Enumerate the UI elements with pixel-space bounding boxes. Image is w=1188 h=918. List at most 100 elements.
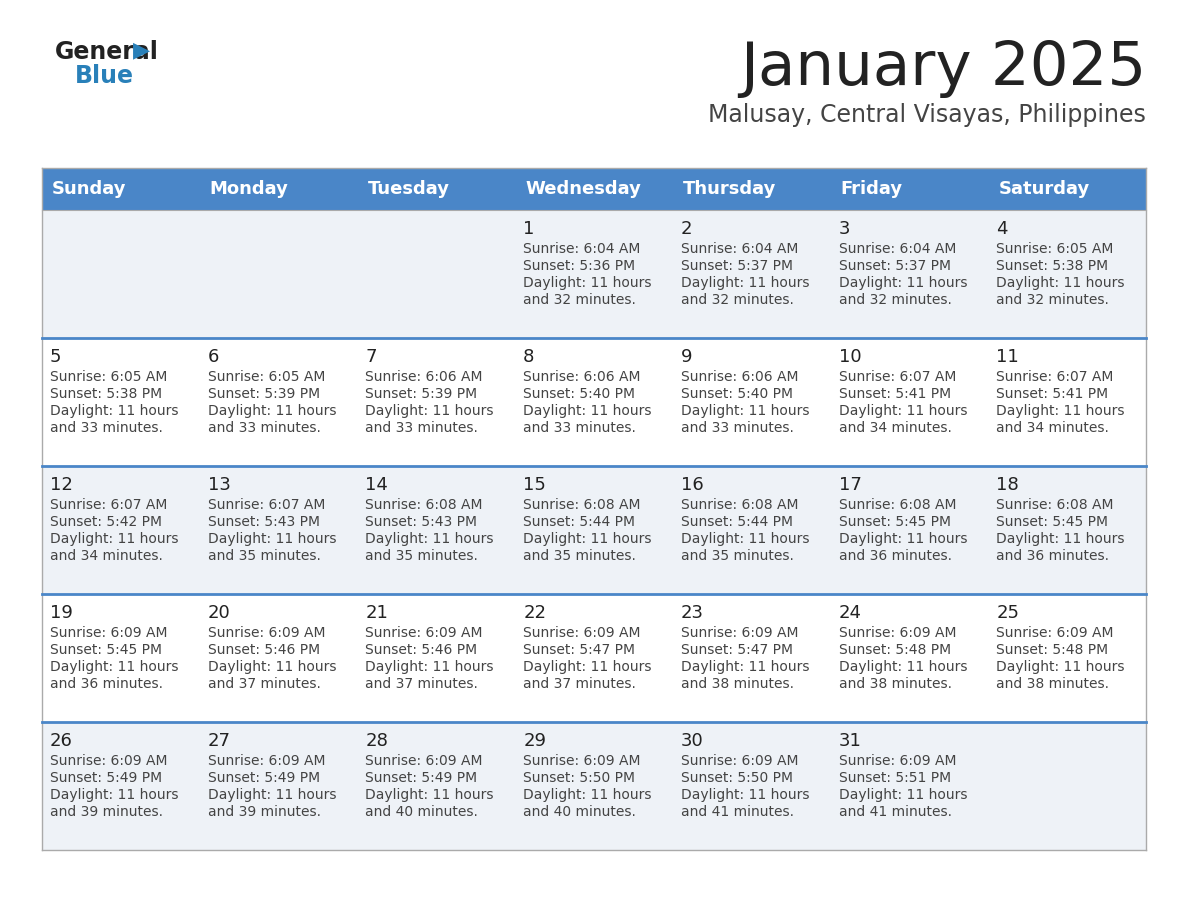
- Bar: [988, 210, 1146, 338]
- Text: Daylight: 11 hours: Daylight: 11 hours: [208, 532, 336, 546]
- Bar: [672, 466, 830, 594]
- Text: Sunset: 5:45 PM: Sunset: 5:45 PM: [50, 643, 162, 657]
- Text: Sunrise: 6:08 AM: Sunrise: 6:08 AM: [997, 498, 1114, 512]
- Text: Sunrise: 6:06 AM: Sunrise: 6:06 AM: [366, 370, 484, 384]
- Text: Sunset: 5:46 PM: Sunset: 5:46 PM: [208, 643, 320, 657]
- Text: Sunrise: 6:08 AM: Sunrise: 6:08 AM: [839, 498, 956, 512]
- Text: 8: 8: [523, 348, 535, 366]
- Text: and 37 minutes.: and 37 minutes.: [208, 677, 321, 691]
- Text: 9: 9: [681, 348, 693, 366]
- Text: and 33 minutes.: and 33 minutes.: [681, 421, 794, 435]
- Text: Sunrise: 6:09 AM: Sunrise: 6:09 AM: [681, 754, 798, 768]
- Bar: [672, 338, 830, 466]
- Text: Sunset: 5:37 PM: Sunset: 5:37 PM: [681, 259, 792, 273]
- Text: Daylight: 11 hours: Daylight: 11 hours: [681, 404, 809, 418]
- Text: Sunrise: 6:05 AM: Sunrise: 6:05 AM: [208, 370, 326, 384]
- Bar: [516, 210, 672, 338]
- Text: and 39 minutes.: and 39 minutes.: [208, 805, 321, 819]
- Bar: [516, 466, 672, 594]
- Bar: [200, 338, 358, 466]
- Text: Malusay, Central Visayas, Philippines: Malusay, Central Visayas, Philippines: [708, 103, 1146, 127]
- Text: 4: 4: [997, 220, 1007, 238]
- Bar: [200, 210, 358, 338]
- Text: Sunset: 5:46 PM: Sunset: 5:46 PM: [366, 643, 478, 657]
- Text: 28: 28: [366, 732, 388, 750]
- Bar: [42, 594, 200, 722]
- Text: and 38 minutes.: and 38 minutes.: [997, 677, 1110, 691]
- Text: Daylight: 11 hours: Daylight: 11 hours: [681, 276, 809, 290]
- Bar: [516, 594, 672, 722]
- Text: and 33 minutes.: and 33 minutes.: [523, 421, 636, 435]
- Bar: [830, 168, 988, 210]
- Text: Sunset: 5:44 PM: Sunset: 5:44 PM: [523, 515, 636, 529]
- Text: Daylight: 11 hours: Daylight: 11 hours: [839, 404, 967, 418]
- Text: Sunrise: 6:09 AM: Sunrise: 6:09 AM: [50, 754, 168, 768]
- Text: 11: 11: [997, 348, 1019, 366]
- Bar: [200, 168, 358, 210]
- Text: and 36 minutes.: and 36 minutes.: [839, 549, 952, 563]
- Text: Wednesday: Wednesday: [525, 180, 642, 198]
- Text: Sunset: 5:40 PM: Sunset: 5:40 PM: [681, 387, 792, 401]
- Text: Sunrise: 6:05 AM: Sunrise: 6:05 AM: [997, 242, 1113, 256]
- Text: Daylight: 11 hours: Daylight: 11 hours: [839, 788, 967, 802]
- Text: and 40 minutes.: and 40 minutes.: [366, 805, 479, 819]
- Text: ▶: ▶: [133, 40, 150, 60]
- Text: Sunrise: 6:07 AM: Sunrise: 6:07 AM: [997, 370, 1113, 384]
- Text: Daylight: 11 hours: Daylight: 11 hours: [839, 276, 967, 290]
- Bar: [830, 722, 988, 850]
- Text: 10: 10: [839, 348, 861, 366]
- Text: Daylight: 11 hours: Daylight: 11 hours: [839, 532, 967, 546]
- Text: Sunrise: 6:09 AM: Sunrise: 6:09 AM: [839, 754, 956, 768]
- Bar: [988, 338, 1146, 466]
- Text: Sunset: 5:49 PM: Sunset: 5:49 PM: [208, 771, 320, 785]
- Text: Sunrise: 6:09 AM: Sunrise: 6:09 AM: [208, 754, 326, 768]
- Text: Sunrise: 6:04 AM: Sunrise: 6:04 AM: [839, 242, 956, 256]
- Text: 21: 21: [366, 604, 388, 622]
- Text: Sunrise: 6:07 AM: Sunrise: 6:07 AM: [208, 498, 326, 512]
- Text: Sunset: 5:45 PM: Sunset: 5:45 PM: [839, 515, 950, 529]
- Text: and 35 minutes.: and 35 minutes.: [208, 549, 321, 563]
- Bar: [42, 338, 200, 466]
- Text: Sunset: 5:48 PM: Sunset: 5:48 PM: [997, 643, 1108, 657]
- Text: Monday: Monday: [210, 180, 289, 198]
- Text: Daylight: 11 hours: Daylight: 11 hours: [997, 404, 1125, 418]
- Text: Sunset: 5:36 PM: Sunset: 5:36 PM: [523, 259, 636, 273]
- Text: and 32 minutes.: and 32 minutes.: [839, 293, 952, 307]
- Text: Daylight: 11 hours: Daylight: 11 hours: [997, 660, 1125, 674]
- Text: Sunrise: 6:09 AM: Sunrise: 6:09 AM: [208, 626, 326, 640]
- Text: Daylight: 11 hours: Daylight: 11 hours: [681, 660, 809, 674]
- Bar: [358, 338, 516, 466]
- Text: Daylight: 11 hours: Daylight: 11 hours: [839, 660, 967, 674]
- Text: Daylight: 11 hours: Daylight: 11 hours: [681, 788, 809, 802]
- Text: and 32 minutes.: and 32 minutes.: [523, 293, 636, 307]
- Text: and 40 minutes.: and 40 minutes.: [523, 805, 636, 819]
- Text: Daylight: 11 hours: Daylight: 11 hours: [523, 404, 652, 418]
- Text: 25: 25: [997, 604, 1019, 622]
- Text: 5: 5: [50, 348, 62, 366]
- Text: 20: 20: [208, 604, 230, 622]
- Text: Daylight: 11 hours: Daylight: 11 hours: [681, 532, 809, 546]
- Text: General: General: [55, 40, 159, 64]
- Text: Sunset: 5:47 PM: Sunset: 5:47 PM: [523, 643, 636, 657]
- Text: 3: 3: [839, 220, 851, 238]
- Bar: [516, 338, 672, 466]
- Text: and 37 minutes.: and 37 minutes.: [366, 677, 479, 691]
- Text: Daylight: 11 hours: Daylight: 11 hours: [523, 532, 652, 546]
- Bar: [516, 168, 672, 210]
- Text: Sunset: 5:43 PM: Sunset: 5:43 PM: [208, 515, 320, 529]
- Text: Sunset: 5:38 PM: Sunset: 5:38 PM: [997, 259, 1108, 273]
- Text: Sunset: 5:47 PM: Sunset: 5:47 PM: [681, 643, 792, 657]
- Text: 24: 24: [839, 604, 861, 622]
- Text: 29: 29: [523, 732, 546, 750]
- Text: and 32 minutes.: and 32 minutes.: [681, 293, 794, 307]
- Bar: [988, 594, 1146, 722]
- Text: and 34 minutes.: and 34 minutes.: [839, 421, 952, 435]
- Bar: [358, 210, 516, 338]
- Text: Daylight: 11 hours: Daylight: 11 hours: [50, 788, 178, 802]
- Text: Sunrise: 6:08 AM: Sunrise: 6:08 AM: [681, 498, 798, 512]
- Text: Sunrise: 6:09 AM: Sunrise: 6:09 AM: [681, 626, 798, 640]
- Text: Sunset: 5:40 PM: Sunset: 5:40 PM: [523, 387, 636, 401]
- Text: Sunrise: 6:09 AM: Sunrise: 6:09 AM: [523, 626, 640, 640]
- Text: Sunset: 5:41 PM: Sunset: 5:41 PM: [839, 387, 950, 401]
- Text: Sunset: 5:50 PM: Sunset: 5:50 PM: [681, 771, 792, 785]
